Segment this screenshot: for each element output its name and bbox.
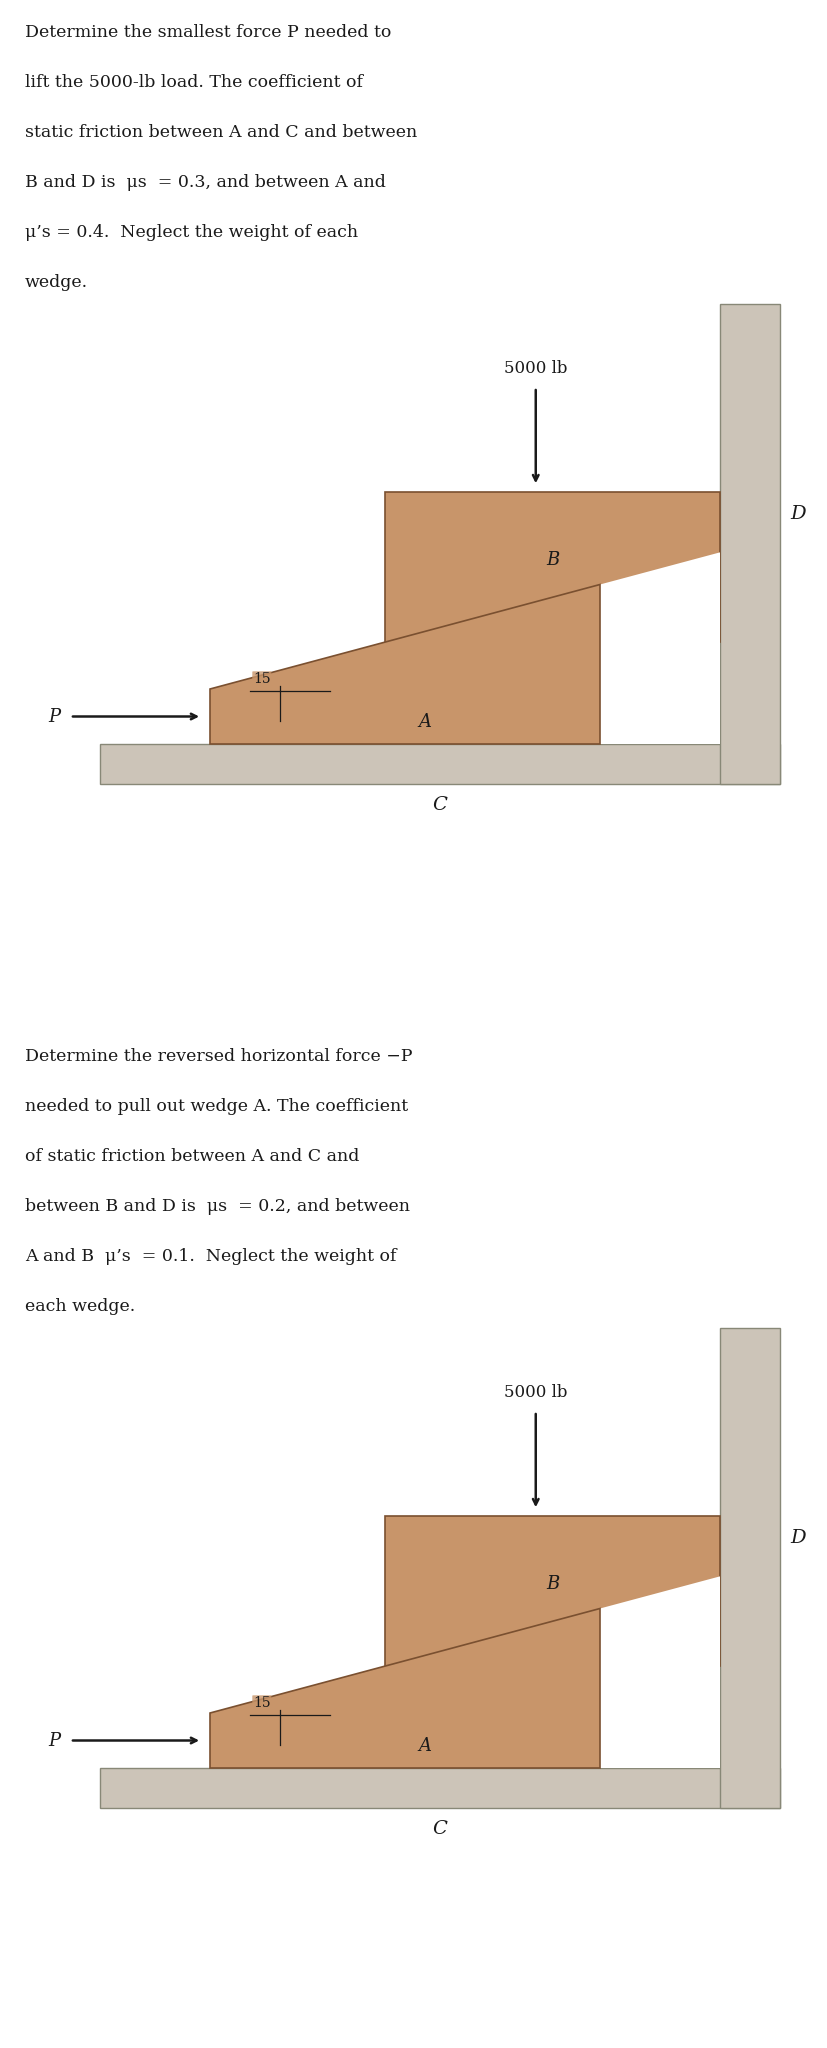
Text: needed to pull out wedge A. The coefficient: needed to pull out wedge A. The coeffici… (25, 1098, 408, 1114)
Text: lift the 5000-lb load. The coefficient of: lift the 5000-lb load. The coefficient o… (25, 74, 362, 90)
Text: 5000 lb: 5000 lb (504, 1384, 566, 1401)
Text: C: C (432, 797, 447, 813)
Text: of static friction between A and C and: of static friction between A and C and (25, 1149, 359, 1165)
Text: P: P (48, 707, 60, 725)
Text: 5000 lb: 5000 lb (504, 360, 566, 377)
Text: 15: 15 (253, 1696, 270, 1710)
Polygon shape (210, 584, 600, 743)
Text: B: B (545, 551, 558, 569)
Polygon shape (210, 1608, 600, 1767)
Text: 15: 15 (253, 672, 270, 686)
Text: D: D (789, 506, 805, 522)
Bar (719, 303, 779, 784)
Text: A: A (418, 1737, 431, 1755)
Bar (100, 1767, 779, 1808)
Bar (719, 1327, 779, 1808)
Text: wedge.: wedge. (25, 274, 88, 291)
Text: each wedge.: each wedge. (25, 1298, 135, 1315)
Text: B and D is  μs  = 0.3, and between A and: B and D is μs = 0.3, and between A and (25, 174, 385, 190)
Bar (100, 743, 779, 784)
Text: static friction between A and C and between: static friction between A and C and betw… (25, 125, 417, 141)
Text: C: C (432, 1821, 447, 1837)
Text: between B and D is  μs  = 0.2, and between: between B and D is μs = 0.2, and between (25, 1198, 409, 1214)
Polygon shape (600, 553, 719, 743)
Text: B: B (545, 1575, 558, 1593)
Text: Determine the smallest force P needed to: Determine the smallest force P needed to (25, 25, 391, 41)
Bar (385, 492, 719, 643)
Bar (385, 1516, 719, 1667)
Text: P: P (48, 1731, 60, 1749)
Text: D: D (789, 1530, 805, 1546)
Text: A and B  μ’s  = 0.1.  Neglect the weight of: A and B μ’s = 0.1. Neglect the weight of (25, 1247, 396, 1266)
Text: A: A (418, 713, 431, 731)
Polygon shape (600, 1577, 719, 1767)
Text: Determine the reversed horizontal force −P: Determine the reversed horizontal force … (25, 1049, 412, 1065)
Text: μ’s = 0.4.  Neglect the weight of each: μ’s = 0.4. Neglect the weight of each (25, 223, 358, 242)
